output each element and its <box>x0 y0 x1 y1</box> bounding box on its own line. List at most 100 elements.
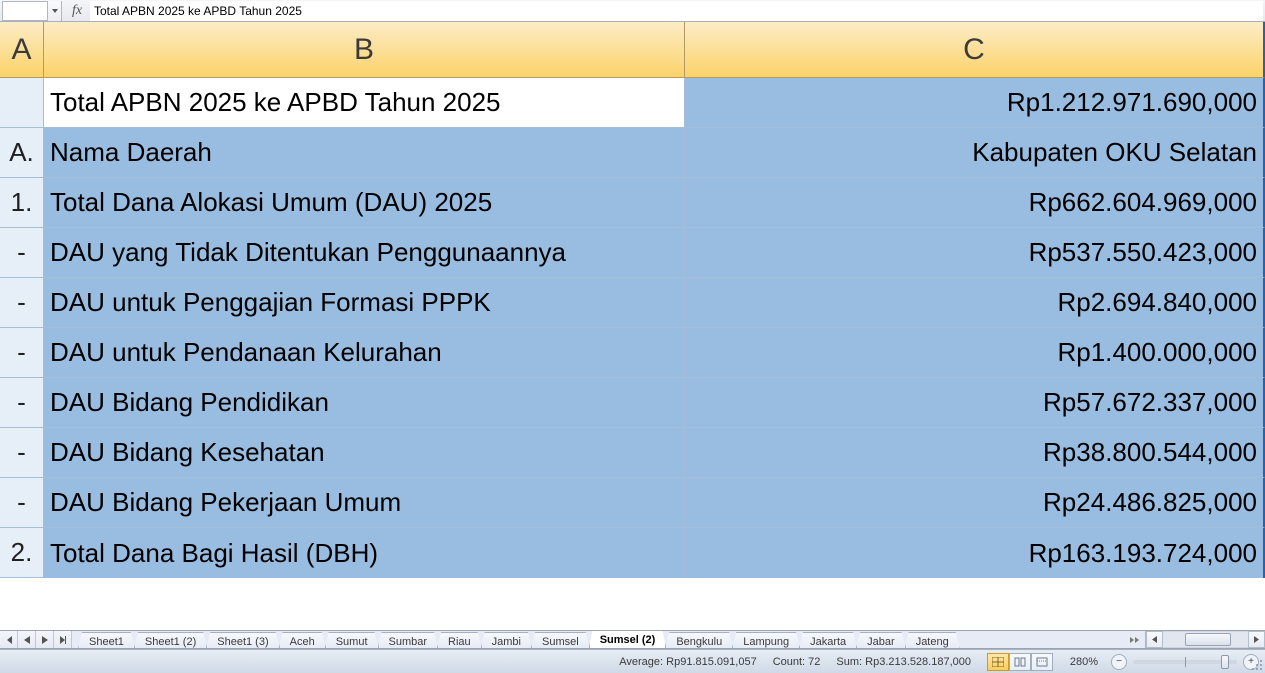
zoom-slider[interactable] <box>1133 660 1237 664</box>
formula-input[interactable]: Total APBN 2025 ke APBD Tahun 2025 <box>90 1 1263 21</box>
status-bar: Average: Rp91.815.091,057 Count: 72 Sum:… <box>0 649 1265 673</box>
horizontal-scrollbar[interactable] <box>1145 631 1265 648</box>
resize-grip-icon <box>1249 657 1263 671</box>
cell-C[interactable]: Rp537.550.423,000 <box>685 228 1265 278</box>
cell-B[interactable]: DAU untuk Penggajian Formasi PPPK <box>44 278 685 328</box>
page-layout-icon <box>1014 657 1026 667</box>
zoom-level[interactable]: 280% <box>1063 656 1105 668</box>
sheet-tab[interactable]: Jakarta <box>799 632 857 648</box>
tab-scroll-more-icon[interactable] <box>1125 631 1145 648</box>
sheet-tab[interactable]: Sumut <box>325 632 379 648</box>
status-sum-label: Sum: <box>836 656 862 668</box>
sheet-tab[interactable]: Jambi <box>481 632 532 648</box>
cell-B[interactable]: Total Dana Alokasi Umum (DAU) 2025 <box>44 178 685 228</box>
fx-button[interactable]: fx <box>68 1 86 21</box>
grid-row: -DAU Bidang Pekerjaan UmumRp24.486.825,0… <box>0 478 1265 528</box>
grid-row: 2.Total Dana Bagi Hasil (DBH)Rp163.193.7… <box>0 528 1265 578</box>
row-header[interactable]: - <box>0 478 44 528</box>
sheet-tab[interactable]: Sumsel <box>531 632 590 648</box>
cell-B[interactable]: DAU yang Tidak Ditentukan Penggunaannya <box>44 228 685 278</box>
hscroll-thumb[interactable] <box>1185 633 1231 646</box>
row-header[interactable]: - <box>0 378 44 428</box>
cell-B[interactable]: Total APBN 2025 ke APBD Tahun 2025 <box>44 78 685 128</box>
row-header[interactable]: - <box>0 228 44 278</box>
sheet-tab[interactable]: Sheet1 (2) <box>134 632 207 648</box>
resize-grip[interactable] <box>1249 657 1263 671</box>
tab-nav-prev[interactable] <box>18 631 36 648</box>
status-average: Average: Rp91.815.091,057 <box>619 656 756 668</box>
sheet-tabs-bar: Sheet1Sheet1 (2)Sheet1 (3)AcehSumutSumba… <box>0 630 1265 649</box>
hscroll-left-button[interactable] <box>1146 631 1163 648</box>
sheet-tab[interactable]: Jabar <box>856 632 906 648</box>
status-average-value: Rp91.815.091,057 <box>666 656 757 668</box>
sheet-tab[interactable]: Aceh <box>279 632 326 648</box>
view-normal-button[interactable] <box>987 653 1009 671</box>
hscroll-track[interactable] <box>1163 631 1248 648</box>
formula-text: Total APBN 2025 ke APBD Tahun 2025 <box>94 4 302 18</box>
status-average-label: Average: <box>619 656 663 668</box>
cell-C[interactable]: Rp57.672.337,000 <box>685 378 1265 428</box>
cell-B[interactable]: Total Dana Bagi Hasil (DBH) <box>44 528 685 578</box>
cell-B[interactable]: DAU Bidang Kesehatan <box>44 428 685 478</box>
zoom-slider-thumb[interactable] <box>1221 655 1229 669</box>
column-header-B[interactable]: B <box>44 22 685 78</box>
sheet-tab[interactable]: Jateng <box>905 632 960 648</box>
zoom-group: 280% − + <box>1063 654 1259 670</box>
grid[interactable]: Total APBN 2025 ke APBD Tahun 2025Rp1.21… <box>0 78 1265 578</box>
name-box-dropdown[interactable] <box>47 1 61 21</box>
formula-bar: fx Total APBN 2025 ke APBD Tahun 2025 <box>0 0 1265 22</box>
sheet-tab[interactable]: Riau <box>437 632 482 648</box>
cell-B[interactable]: DAU Bidang Pekerjaan Umum <box>44 478 685 528</box>
cell-C[interactable]: Kabupaten OKU Selatan <box>685 128 1265 178</box>
view-page-layout-button[interactable] <box>1009 653 1031 671</box>
cell-C[interactable]: Rp1.212.971.690,000 <box>685 78 1265 128</box>
grid-row: Total APBN 2025 ke APBD Tahun 2025Rp1.21… <box>0 78 1265 128</box>
cell-B[interactable]: Nama Daerah <box>44 128 685 178</box>
grid-row: -DAU Bidang PendidikanRp57.672.337,000 <box>0 378 1265 428</box>
status-count-value: 72 <box>808 656 820 668</box>
select-all-corner[interactable]: A <box>0 22 44 78</box>
hscroll-right-button[interactable] <box>1248 631 1265 648</box>
grid-row: -DAU untuk Pendanaan KelurahanRp1.400.00… <box>0 328 1265 378</box>
status-sum: Sum: Rp3.213.528.187,000 <box>836 656 971 668</box>
grid-icon <box>992 657 1004 667</box>
cell-B[interactable]: DAU Bidang Pendidikan <box>44 378 685 428</box>
sheet-tab[interactable]: Sumsel (2) <box>589 631 667 648</box>
cell-C[interactable]: Rp1.400.000,000 <box>685 328 1265 378</box>
status-sum-value: Rp3.213.528.187,000 <box>865 656 971 668</box>
status-count: Count: 72 <box>773 656 821 668</box>
row-header[interactable]: - <box>0 428 44 478</box>
cell-C[interactable]: Rp38.800.544,000 <box>685 428 1265 478</box>
sheet-tab[interactable]: Sheet1 (3) <box>206 632 279 648</box>
sheet-tab[interactable]: Bengkulu <box>665 632 733 648</box>
zoom-out-button[interactable]: − <box>1111 654 1127 670</box>
cell-C[interactable]: Rp662.604.969,000 <box>685 178 1265 228</box>
tab-nav-next[interactable] <box>36 631 54 648</box>
grid-row: -DAU yang Tidak Ditentukan Penggunaannya… <box>0 228 1265 278</box>
view-page-break-button[interactable] <box>1031 653 1053 671</box>
cell-C[interactable]: Rp24.486.825,000 <box>685 478 1265 528</box>
row-header[interactable]: A. <box>0 128 44 178</box>
grid-row: -DAU untuk Penggajian Formasi PPPKRp2.69… <box>0 278 1265 328</box>
row-header[interactable]: 2. <box>0 528 44 578</box>
tab-nav-first[interactable] <box>0 631 18 648</box>
name-box[interactable] <box>2 1 62 21</box>
row-header[interactable]: - <box>0 278 44 328</box>
grid-row: -DAU Bidang KesehatanRp38.800.544,000 <box>0 428 1265 478</box>
tab-nav <box>0 631 72 648</box>
sheet-tab[interactable]: Sheet1 <box>78 632 135 648</box>
status-count-label: Count: <box>773 656 805 668</box>
row-header[interactable]: - <box>0 328 44 378</box>
row-header[interactable] <box>0 78 44 128</box>
cell-B[interactable]: DAU untuk Pendanaan Kelurahan <box>44 328 685 378</box>
page-break-icon <box>1036 657 1048 667</box>
sheet-tab[interactable]: Lampung <box>732 632 800 648</box>
tab-nav-last[interactable] <box>54 631 72 648</box>
cell-C[interactable]: Rp2.694.840,000 <box>685 278 1265 328</box>
row-header[interactable]: 1. <box>0 178 44 228</box>
cell-C[interactable]: Rp163.193.724,000 <box>685 528 1265 578</box>
chevron-down-icon <box>52 9 58 13</box>
sheet-tab[interactable]: Sumbar <box>378 632 439 648</box>
zoom-slider-center-tick <box>1185 657 1186 667</box>
column-header-C[interactable]: C <box>685 22 1265 78</box>
